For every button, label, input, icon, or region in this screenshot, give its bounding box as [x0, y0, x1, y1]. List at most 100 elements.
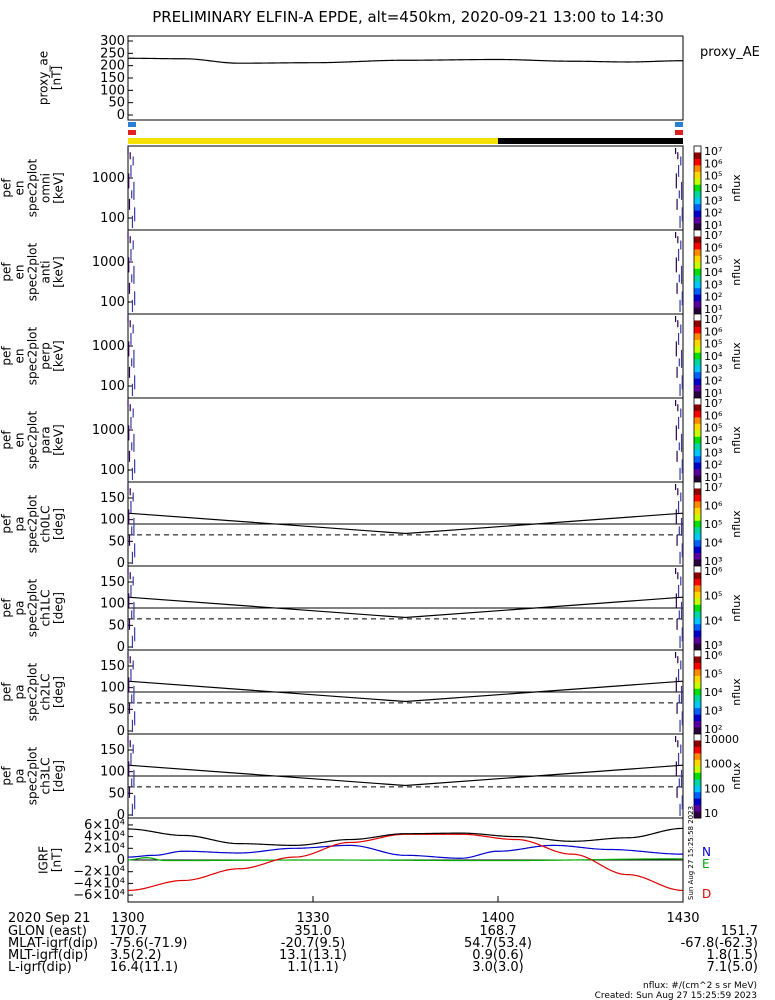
- pitch-angle-ytick-label: 150: [100, 659, 125, 674]
- igrf-side-note: Sun Aug 27 15:25:58 2023: [687, 806, 695, 900]
- colorbar-swatch: [694, 158, 701, 166]
- spectrogram-ylabel-line: en: [13, 181, 27, 196]
- colorbar-swatch: [694, 630, 701, 638]
- colorbar-swatch: [694, 714, 701, 722]
- colorbar-tick-label: 10³: [704, 446, 722, 459]
- colorbar-swatch: [694, 230, 701, 237]
- pitch-angle-colorbar: 10⁷ 10⁶ 10⁵ 10⁴ 10³ nflux: [693, 481, 743, 568]
- pitch-angle-ytick-label: 100: [100, 597, 125, 612]
- proxy-ae-legend: proxy_AE: [700, 45, 760, 60]
- colorbar-swatch: [694, 734, 701, 741]
- science-zone-red-marker: [128, 130, 136, 135]
- colorbar-tick-label: 100: [704, 782, 725, 795]
- igrf-ylabel-line: [nT]: [50, 848, 64, 872]
- pitch-angle-ylabel-line: spec2plot: [26, 662, 40, 721]
- colorbar-tick-label: 10⁵: [704, 668, 722, 681]
- colorbar-swatch: [694, 223, 701, 231]
- colorbar-swatch: [694, 785, 701, 793]
- pitch-angle-ylabel-line: ch3LC: [39, 758, 53, 795]
- spectrogram-ytick-label: 1000: [92, 171, 125, 186]
- colorbar-tick-label: 10⁶: [704, 500, 723, 513]
- igrf-ytick-label: 2×10⁴: [84, 841, 125, 856]
- pitch-angle-ytick-label: 0: [117, 556, 125, 571]
- colorbar-swatch: [694, 624, 701, 632]
- colorbar-tick-label: 10⁵: [704, 170, 722, 183]
- pitch-angle-ytick-label: 100: [100, 765, 125, 780]
- colorbar-swatch: [694, 553, 701, 561]
- pitch-angle-ylabel: elapefpaspec2plotch2LC[deg]: [0, 662, 66, 721]
- proxy-ae-ytick-label: 100: [100, 83, 125, 98]
- colorbar-swatch: [694, 740, 701, 748]
- footer-units-note: nflux: #/(cm^2 s sr MeV): [643, 981, 757, 991]
- spectrogram-ylabel-line: omni: [39, 173, 53, 203]
- colorbar-swatch: [694, 753, 701, 761]
- colorbar-swatch: [694, 333, 701, 341]
- colorbar-swatch: [694, 617, 701, 625]
- spectrogram-ylabel: elapefenspec2plotanti[keV]: [0, 242, 66, 301]
- footer-row-label: L-igrf(dip): [8, 960, 72, 975]
- pitch-angle-ytick-label: 100: [100, 513, 125, 528]
- footer-created-note: Created: Sun Aug 27 15:25:59 2023: [595, 991, 757, 1000]
- igrf-ylabel: IGRF [nT]: [37, 846, 64, 874]
- colorbar-tick-label: 10⁵: [704, 338, 722, 351]
- spectrogram-ylabel-line: ela: [0, 263, 1, 281]
- pitch-angle-ytick-label: 0: [117, 724, 125, 739]
- colorbar-swatch: [694, 339, 701, 347]
- colorbar-tick-label: 10³: [704, 278, 722, 291]
- pitch-angle-ylabel-line: pa: [13, 769, 27, 784]
- colorbar-swatch: [694, 727, 701, 735]
- colorbar-swatch: [694, 675, 701, 683]
- colorbar-title: nflux: [730, 426, 743, 454]
- spectrogram-ylabel-line: spec2plot: [26, 242, 40, 301]
- proxy-ae-ytick-label: 250: [100, 46, 125, 61]
- spectrogram-ylabel-line: pef: [0, 262, 14, 282]
- spectrogram-frame: [127, 145, 684, 231]
- colorbar-swatch: [694, 688, 701, 696]
- igrf-ytick-label: 0: [117, 853, 125, 868]
- footer-row-label: MLT-igrf(dip): [8, 948, 88, 963]
- proxy-ae-ytick-label: 150: [100, 71, 125, 86]
- proxy-ae-ylabel-line: proxy_ae: [37, 51, 51, 105]
- footer-row-label: MLAT-igrf(dip): [8, 936, 98, 951]
- spectrogram-ylabel-line: ela: [0, 179, 1, 197]
- colorbar-tick-label: 10⁴: [704, 434, 723, 447]
- footer-row-value: 1.1(1.1): [287, 960, 339, 975]
- proxy-ae-ytick-label: 200: [100, 59, 125, 74]
- colorbar-tick-label: 10⁶: [704, 157, 723, 170]
- spectrogram-ylabel-line: perp: [39, 342, 53, 370]
- colorbar-swatch: [694, 759, 701, 767]
- colorbar-swatch: [694, 294, 701, 302]
- pitch-angle-data: [127, 484, 683, 564]
- pitch-angle-ytick-label: 50: [108, 534, 125, 549]
- colorbar-swatch: [694, 462, 701, 470]
- spectrogram-ytick-label: 100: [100, 295, 125, 310]
- spectrogram-ylabel-line: pef: [0, 178, 14, 198]
- footer-row-value: -75.6(-71.9): [110, 936, 187, 951]
- colorbar-tick-label: 10⁷: [704, 145, 722, 158]
- colorbar-tick-label: 10⁷: [704, 229, 722, 242]
- pitch-angle-ylabel: elapefpaspec2plotch1LC[deg]: [0, 578, 66, 637]
- sunlight-bar: [128, 138, 498, 144]
- time-label: 1330: [296, 911, 329, 926]
- colorbar-swatch: [694, 385, 701, 393]
- pitch-angle-ylabel-line: pef: [0, 598, 14, 618]
- spectrogram-ylabel-line: spec2plot: [26, 158, 40, 217]
- colorbar-tick-label: 10⁴: [704, 537, 723, 550]
- spectrogram-ytick-label: 100: [100, 211, 125, 226]
- colorbar-tick-label: 10²: [704, 459, 722, 472]
- pitch-angle-ytick-label: 50: [108, 702, 125, 717]
- footer-row-value: -67.8(-62.3): [681, 936, 758, 951]
- loss-cone-line: [127, 512, 684, 535]
- colorbar-tick-label: 10¹: [704, 387, 722, 400]
- colorbar-swatch: [694, 217, 701, 225]
- spectrogram-ylabel: elapefenspec2plotomni[keV]: [0, 158, 66, 217]
- colorbar-swatch: [694, 701, 701, 709]
- science-zone-blue-marker: [675, 122, 683, 127]
- igrf-n-line: [127, 844, 684, 859]
- pitch-angle-ylabel-line: spec2plot: [26, 578, 40, 637]
- colorbar-swatch: [694, 662, 701, 670]
- pitch-angle-ylabel-line: pef: [0, 514, 14, 534]
- spectrogram-data: [127, 232, 683, 312]
- pitch-angle-ylabel-line: [deg]: [52, 760, 66, 792]
- igrf-total-line: [127, 827, 684, 846]
